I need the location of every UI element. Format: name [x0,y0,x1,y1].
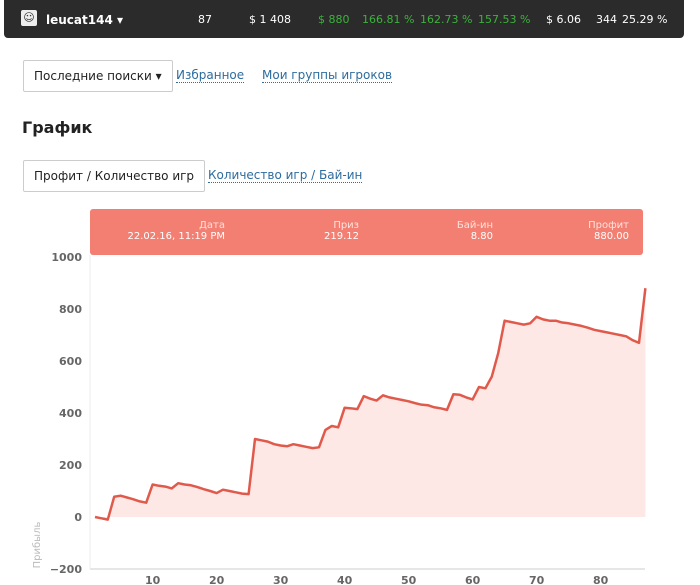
top-bar: ☺ leucat144 ▾ 87 $ 1 408 $ 880 166.81 % … [4,0,684,38]
groups-link[interactable]: Мои группы игроков [262,68,393,83]
recent-searches-dropdown[interactable]: Последние поиски ▾ [23,60,173,92]
x-tick-label: 80 [593,574,609,585]
x-tick-label: 70 [529,574,545,585]
roi-1: 166.81 % [362,13,415,26]
stat-percent: 25.29 % [622,13,668,26]
tab-profit-games[interactable]: Профит / Количество игр [23,160,206,192]
y-tick-label: 0 [74,511,82,524]
chart-tooltip: Дата 22.02.16, 11:19 PM Приз 219.12 Бай-ин… [90,209,643,255]
stat-count: 344 [596,13,617,26]
y-axis-label: Прибыль [32,522,43,569]
profit-line [94,288,647,521]
user-menu[interactable]: leucat144 ▾ [46,13,123,27]
x-tick-label: 30 [273,574,289,585]
section-title: График [22,118,93,137]
user-group-icon: ☺ [21,10,37,26]
x-tick-label: 10 [145,574,161,585]
prize-label: Приз [333,220,359,231]
y-tick-label: 400 [59,407,82,420]
date-label: Дата [199,220,225,231]
y-tick-label: −200 [50,563,83,576]
roi-2: 162.73 % [420,13,473,26]
y-tick-label: 200 [59,459,82,472]
x-tick-label: 50 [401,574,417,585]
buyin-value: 8.80 [470,231,493,242]
profit-label: Профит [588,220,629,231]
y-tick-label: 1000 [51,251,82,264]
area-fill [95,288,646,520]
tab-games-buyin[interactable]: Количество игр / Бай-ин [208,168,363,183]
y-tick-label: 800 [59,303,82,316]
date-value: 22.02.16, 11:19 PM [127,231,225,242]
y-tick-label: 600 [59,355,82,368]
prize-value: 219.12 [324,231,359,242]
x-tick-label: 60 [465,574,481,585]
profit-total: $ 880 [318,13,350,26]
avg-buyin: $ 6.06 [546,13,581,26]
profit-value: 880.00 [594,231,629,242]
buyins-total: $ 1 408 [249,13,291,26]
favorites-link[interactable]: Избранное [176,68,245,83]
x-tick-label: 40 [337,574,353,585]
roi-3: 157.53 % [478,13,531,26]
buyin-label: Бай-ин [456,220,493,231]
games-count: 87 [198,13,212,26]
x-tick-label: 20 [209,574,225,585]
